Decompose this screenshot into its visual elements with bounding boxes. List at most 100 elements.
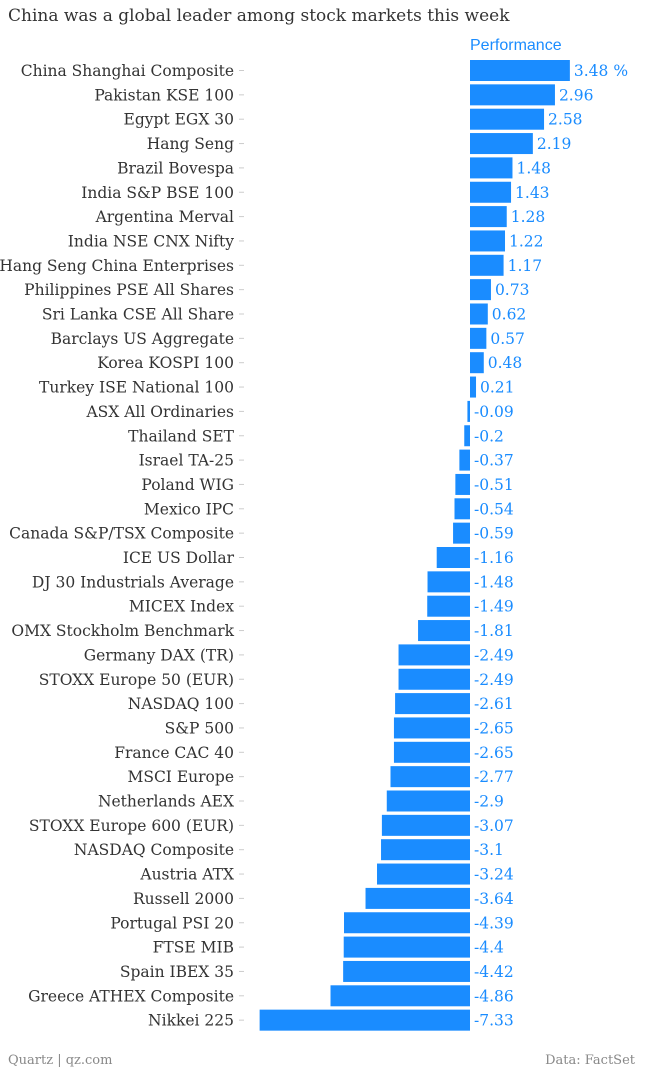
bar (330, 985, 470, 1007)
data-label: -1.49 (474, 598, 514, 616)
data-label: -4.4 (474, 939, 504, 957)
category-label: MSCI Europe (127, 768, 234, 786)
category-label: Barclays US Aggregate (51, 330, 234, 348)
category-label: Spain IBEX 35 (120, 963, 234, 981)
category-label: Netherlands AEX (98, 793, 234, 811)
bar (455, 473, 470, 495)
category-label: Poland WIG (141, 476, 234, 494)
category-label: STOXX Europe 600 (EUR) (29, 817, 234, 835)
data-label: -2.9 (474, 793, 504, 811)
category-label: Thailand SET (128, 427, 234, 445)
category-label: Korea KOSPI 100 (97, 354, 234, 372)
data-label: 2.96 (559, 86, 594, 104)
data-label: -4.86 (474, 987, 514, 1005)
category-label: China Shanghai Composite (21, 62, 234, 80)
bar (398, 644, 470, 666)
bar (470, 108, 545, 130)
bar (381, 814, 470, 836)
category-label: Israel TA-25 (139, 452, 234, 470)
data-label: -3.1 (474, 841, 504, 859)
bar (470, 327, 487, 349)
category-label: Mexico IPC (144, 500, 234, 518)
data-label: -2.49 (474, 646, 514, 664)
bar (470, 230, 506, 252)
data-label: -2.65 (474, 744, 514, 762)
bar (398, 668, 470, 690)
bar (393, 741, 470, 763)
data-label: -2.65 (474, 719, 514, 737)
bar (470, 303, 488, 325)
bar (427, 595, 470, 617)
data-label: -3.24 (474, 866, 514, 884)
data-label: 0.73 (495, 281, 530, 299)
data-label: -7.33 (474, 1012, 514, 1030)
category-label: MICEX Index (129, 598, 234, 616)
category-label: Argentina Merval (95, 208, 234, 226)
bar (453, 522, 470, 544)
category-label: NASDAQ Composite (74, 841, 234, 859)
data-label: -2.77 (474, 768, 514, 786)
bar (470, 254, 504, 276)
bar (470, 206, 507, 228)
bar (427, 571, 470, 593)
bar (393, 717, 470, 739)
category-label: Pakistan KSE 100 (94, 86, 234, 104)
data-label: 1.17 (508, 257, 543, 275)
category-label: Philippines PSE All Shares (24, 281, 234, 299)
category-label: Egypt EGX 30 (124, 111, 234, 129)
category-label: Austria ATX (139, 866, 234, 884)
bar (436, 547, 470, 568)
data-label: 1.48 (516, 159, 551, 177)
category-label: DJ 30 Industrials Average (32, 573, 234, 591)
bar (470, 352, 484, 374)
category-label: ASX All Ordinaries (85, 403, 234, 421)
data-label: -1.81 (474, 622, 514, 640)
bar (470, 279, 491, 301)
data-label: -2.61 (474, 695, 514, 713)
bar (459, 449, 470, 471)
bar (470, 133, 533, 155)
data-label: -0.51 (474, 476, 514, 494)
bar (464, 425, 470, 447)
category-label: FTSE MIB (153, 939, 234, 957)
bar (365, 887, 470, 909)
bar (467, 400, 470, 422)
category-label: Greece ATHEX Composite (28, 987, 234, 1005)
bar (377, 863, 470, 885)
data-label: -1.16 (474, 549, 514, 567)
data-label: 2.58 (548, 111, 583, 129)
data-label: 0.48 (488, 354, 523, 372)
data-label: -1.48 (474, 573, 514, 591)
bar (386, 790, 470, 812)
category-label: Portugal PSI 20 (110, 914, 234, 932)
category-label: Germany DAX (TR) (84, 646, 234, 664)
category-label: Sri Lanka CSE All Share (42, 306, 234, 324)
data-label: -2.49 (474, 671, 514, 689)
bar (470, 60, 570, 81)
category-label: Hang Seng China Enterprises (0, 257, 234, 275)
data-label: 0.21 (480, 379, 515, 397)
category-label: ICE US Dollar (123, 549, 235, 567)
data-label: 3.48 % (574, 62, 628, 80)
bar (395, 693, 470, 715)
bar (470, 157, 513, 179)
category-label: Canada S&P/TSX Composite (9, 525, 234, 543)
category-label: Russell 2000 (133, 890, 234, 908)
source-credit: Quartz | qz.com (8, 1053, 113, 1068)
series-header: Performance (470, 37, 562, 54)
bar (418, 620, 470, 642)
data-label: -4.42 (474, 963, 514, 981)
data-label: -3.64 (474, 890, 514, 908)
data-label: 1.28 (511, 208, 546, 226)
category-label: Nikkei 225 (148, 1012, 234, 1030)
data-label: -0.59 (474, 525, 514, 543)
category-label: STOXX Europe 50 (EUR) (39, 671, 234, 689)
data-label: 2.19 (537, 135, 572, 153)
category-label: India NSE CNX Nifty (68, 232, 234, 250)
chart-title: China was a global leader among stock ma… (8, 6, 510, 26)
bar (381, 839, 470, 861)
category-label: S&P 500 (165, 719, 234, 737)
category-label: Brazil Bovespa (117, 159, 234, 177)
data-source: Data: FactSet (545, 1053, 635, 1068)
category-label: France CAC 40 (114, 744, 234, 762)
